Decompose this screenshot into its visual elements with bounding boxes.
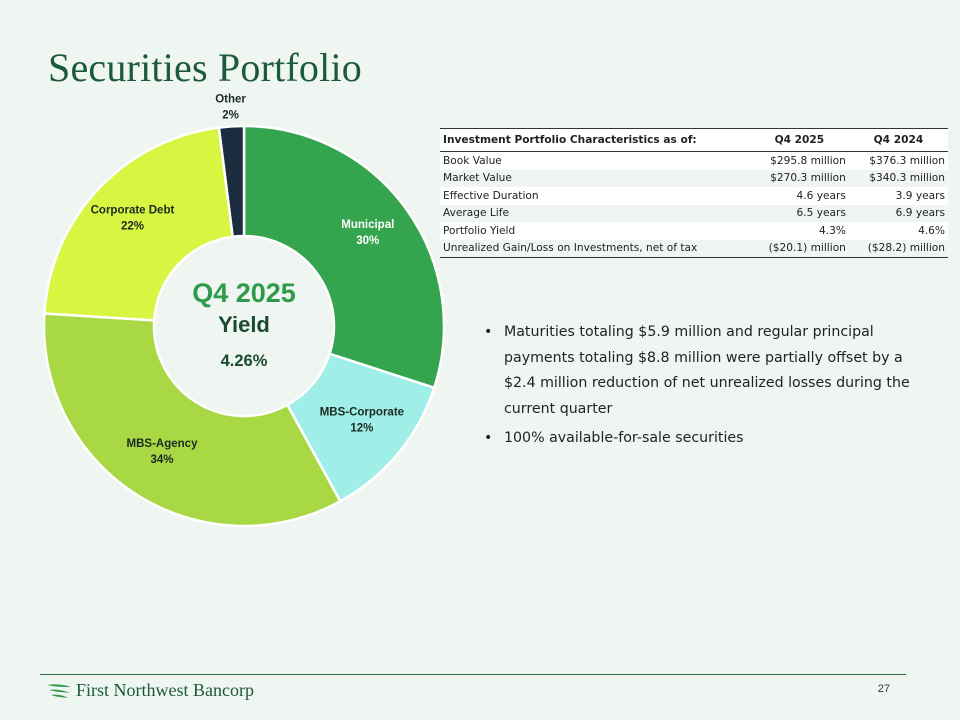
donut-slice-corporate-debt — [43, 126, 235, 322]
portfolio-characteristics-table: Investment Portfolio Characteristics as … — [440, 128, 948, 258]
donut-slice-labels: Municipal 30% MBS-Corporate 12% MBS-Agency 34… — [91, 93, 404, 466]
bullet-text: Maturities totaling $5.9 million and reg… — [504, 324, 910, 417]
slice-label-name: Municipal — [341, 219, 394, 231]
table-cell-value: 6.9 years — [848, 204, 948, 222]
page-number: 27 — [877, 683, 890, 695]
company-logo: First Northwest Bancorp — [46, 680, 254, 701]
table-header-label: Investment Portfolio Characteristics as … — [440, 128, 750, 152]
table-cell-value: 3.9 years — [848, 187, 948, 205]
slice-label-percent: 12% — [350, 423, 373, 435]
donut-center-period: Q4 2025 — [192, 278, 296, 308]
donut-slice-other — [217, 124, 246, 239]
donut-center-label: Yield — [218, 312, 270, 337]
table-header-row: Investment Portfolio Characteristics as … — [440, 128, 948, 152]
slice-label-percent: 2% — [222, 109, 239, 121]
table-row: Unrealized Gain/Loss on Investments, net… — [440, 239, 948, 258]
table-row: Average Life 6.5 years 6.9 years — [440, 204, 948, 222]
table-cell-value: $376.3 million — [848, 151, 948, 170]
table-row: Book Value $295.8 million $376.3 million — [440, 151, 948, 170]
table-cell-label: Effective Duration — [440, 187, 750, 205]
table-cell-label: Portfolio Yield — [440, 222, 750, 240]
table-cell-value: 6.5 years — [749, 204, 849, 222]
bullet-marker: • — [484, 430, 493, 446]
donut-slices — [42, 124, 446, 528]
table-cell-value: 4.6 years — [749, 187, 849, 205]
table-cell-label: Market Value — [440, 169, 750, 187]
slice-label-percent: 22% — [121, 220, 144, 232]
table-row: Portfolio Yield 4.3% 4.6% — [440, 222, 948, 240]
table-cell-label: Average Life — [440, 204, 750, 222]
table-header-q4-2024: Q4 2024 — [848, 128, 948, 152]
table-row: Market Value $270.3 million $340.3 milli… — [440, 169, 948, 187]
summary-bullets: • Maturities totaling $5.9 million and r… — [484, 320, 916, 456]
table-cell-value: $270.3 million — [749, 169, 849, 187]
company-name: First Northwest Bancorp — [76, 680, 254, 700]
slice-label-name: Corporate Debt — [91, 204, 175, 216]
bullet-marker: • — [484, 324, 493, 340]
bullet-item: • Maturities totaling $5.9 million and r… — [484, 320, 916, 422]
donut-slice-mbs-agency — [42, 312, 343, 528]
bullet-text: 100% available-for-sale securities — [504, 430, 744, 446]
table-cell-value: 4.3% — [749, 222, 849, 240]
table-cell-value: 4.6% — [848, 222, 948, 240]
page-title: Securities Portfolio — [48, 45, 362, 90]
table-cell-label: Unrealized Gain/Loss on Investments, net… — [440, 239, 750, 258]
table-cell-value: $295.8 million — [749, 151, 849, 170]
table-cell-value: ($20.1) million — [749, 239, 849, 258]
table-cell-value: ($28.2) million — [848, 239, 948, 258]
bullet-item: • 100% available-for-sale securities — [484, 426, 916, 452]
table-cell-value: $340.3 million — [848, 169, 948, 187]
bird-wing-icon — [47, 683, 71, 698]
donut-slice-municipal — [242, 124, 446, 390]
slice-label-percent: 34% — [151, 454, 174, 466]
donut-center-value: 4.26% — [221, 352, 268, 370]
slice-label-name: MBS-Corporate — [320, 407, 404, 419]
slice-label-name: Other — [215, 93, 246, 105]
table-row: Effective Duration 4.6 years 3.9 years — [440, 187, 948, 205]
slice-label-percent: 30% — [356, 235, 379, 247]
footer-divider — [40, 674, 906, 675]
slice-label-name: MBS-Agency — [127, 438, 199, 450]
table-header-q4-2025: Q4 2025 — [749, 128, 849, 152]
table-cell-label: Book Value — [440, 151, 750, 170]
